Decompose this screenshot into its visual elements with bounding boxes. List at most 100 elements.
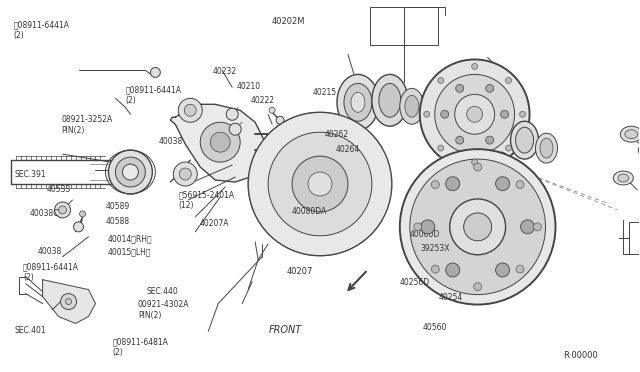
Text: 40222: 40222 (251, 96, 275, 105)
Circle shape (520, 111, 525, 117)
Circle shape (456, 84, 464, 92)
Text: ⓝ08911-6441A
(2): ⓝ08911-6441A (2) (13, 20, 70, 40)
Circle shape (431, 180, 439, 189)
Circle shape (472, 159, 477, 165)
Circle shape (474, 163, 482, 171)
Circle shape (280, 137, 290, 147)
Circle shape (438, 145, 444, 151)
Text: 40262: 40262 (325, 130, 349, 140)
Circle shape (229, 123, 241, 135)
Circle shape (150, 67, 161, 77)
Circle shape (115, 157, 145, 187)
Circle shape (534, 223, 541, 231)
Text: ⓝ08911-6441A
(2): ⓝ08911-6441A (2) (125, 86, 181, 105)
Circle shape (61, 294, 77, 310)
Text: 40215: 40215 (312, 88, 337, 97)
Ellipse shape (625, 130, 638, 139)
Circle shape (454, 94, 495, 134)
Text: SEC.401: SEC.401 (15, 326, 46, 335)
Ellipse shape (511, 121, 538, 159)
Circle shape (495, 177, 509, 191)
Text: 40207A: 40207A (200, 219, 230, 228)
Ellipse shape (620, 126, 640, 142)
Circle shape (516, 265, 524, 273)
Ellipse shape (337, 74, 379, 130)
Text: 40254: 40254 (438, 294, 462, 302)
Ellipse shape (618, 174, 629, 182)
Text: 08921-3252A
PIN(2): 08921-3252A PIN(2) (61, 115, 113, 135)
Circle shape (516, 180, 524, 189)
Bar (370, 7, 438, 45)
Text: ⓝ08911-6481A
(2): ⓝ08911-6481A (2) (113, 337, 168, 357)
Circle shape (464, 213, 492, 241)
Text: SEC.391: SEC.391 (15, 170, 46, 179)
Text: ⓘ56915-2401A
(12): ⓘ56915-2401A (12) (178, 190, 234, 210)
Circle shape (184, 104, 196, 116)
Text: 40589: 40589 (106, 202, 131, 211)
Circle shape (308, 172, 332, 196)
Circle shape (275, 132, 295, 152)
Circle shape (450, 199, 506, 255)
Circle shape (276, 116, 284, 124)
Circle shape (210, 132, 230, 152)
Text: 39253X: 39253X (421, 244, 451, 253)
Circle shape (248, 112, 392, 256)
Ellipse shape (372, 74, 408, 126)
Ellipse shape (536, 133, 557, 163)
Circle shape (414, 223, 422, 231)
Circle shape (486, 84, 493, 92)
Circle shape (173, 162, 197, 186)
Text: 40038: 40038 (38, 247, 62, 256)
Text: 40533: 40533 (47, 185, 71, 194)
Text: 40560: 40560 (422, 323, 447, 332)
Circle shape (65, 299, 72, 305)
Text: 40256D: 40256D (400, 278, 430, 287)
Circle shape (79, 211, 86, 217)
Circle shape (179, 98, 202, 122)
Circle shape (410, 159, 545, 295)
Circle shape (445, 177, 460, 191)
Text: 40038C: 40038C (29, 209, 59, 218)
Circle shape (59, 206, 67, 214)
Circle shape (420, 220, 435, 234)
Circle shape (497, 152, 507, 162)
Circle shape (435, 74, 515, 154)
Text: ⓝ08911-6441A
(2): ⓝ08911-6441A (2) (23, 262, 79, 282)
Circle shape (303, 151, 313, 161)
Ellipse shape (379, 83, 401, 117)
Circle shape (400, 149, 556, 305)
Circle shape (506, 77, 511, 83)
Text: 40232: 40232 (212, 67, 237, 76)
Ellipse shape (613, 171, 634, 185)
Circle shape (441, 110, 449, 118)
Circle shape (298, 146, 318, 166)
Circle shape (506, 145, 511, 151)
Ellipse shape (351, 92, 365, 112)
Circle shape (431, 265, 439, 273)
Circle shape (456, 136, 464, 144)
Circle shape (438, 77, 444, 83)
Text: 40202M: 40202M (272, 17, 306, 26)
Bar (629, 222, 640, 254)
Polygon shape (170, 104, 265, 182)
Ellipse shape (344, 83, 372, 121)
Circle shape (179, 168, 191, 180)
Circle shape (226, 108, 238, 120)
Circle shape (256, 191, 268, 203)
Circle shape (500, 110, 509, 118)
Circle shape (268, 132, 372, 236)
Circle shape (200, 122, 240, 162)
Circle shape (108, 150, 152, 194)
Circle shape (269, 107, 275, 113)
Circle shape (472, 64, 477, 70)
Circle shape (420, 60, 529, 169)
Ellipse shape (540, 138, 553, 158)
Circle shape (495, 263, 509, 277)
Circle shape (474, 283, 482, 291)
Ellipse shape (405, 95, 419, 117)
Circle shape (445, 263, 460, 277)
Text: 40588: 40588 (106, 217, 130, 226)
Circle shape (507, 161, 513, 167)
Text: R·00000: R·00000 (563, 351, 597, 360)
Circle shape (74, 222, 83, 232)
